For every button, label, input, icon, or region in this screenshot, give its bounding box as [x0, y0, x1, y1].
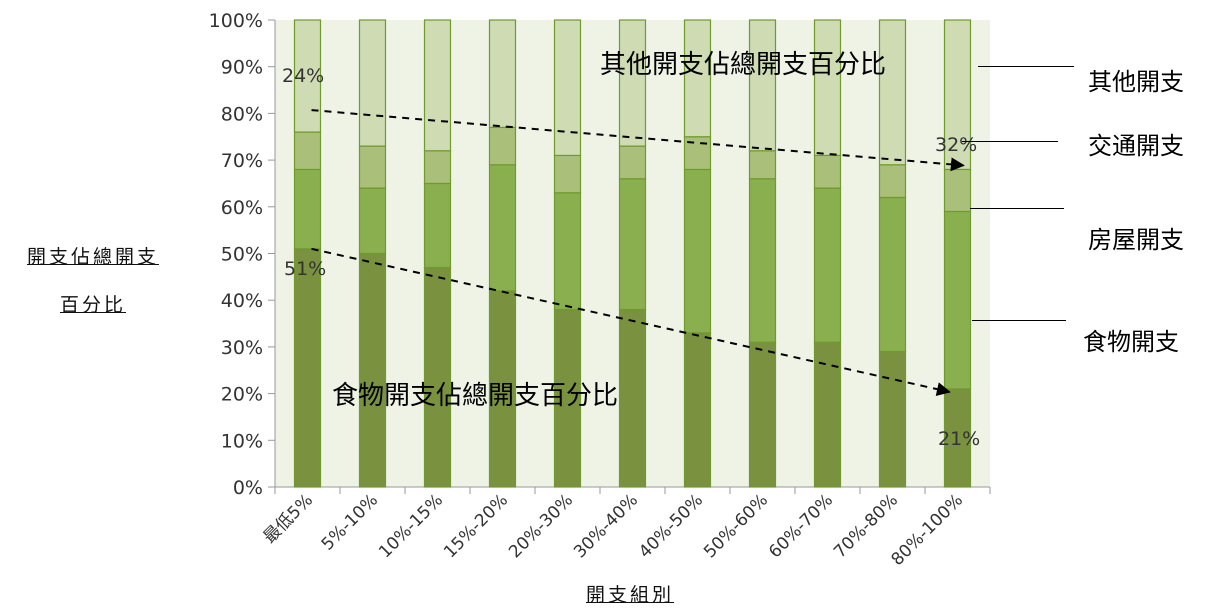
x-tick-label: 50%-60% — [700, 490, 772, 562]
food-end-label: 21% — [938, 428, 981, 450]
x-tick-label: 20%-30% — [505, 490, 577, 562]
x-tick-label: 5%-10% — [318, 490, 382, 554]
y-tick-label: 100% — [209, 10, 263, 32]
bar-segment — [683, 168, 712, 334]
y-tick-label: 30% — [221, 337, 263, 359]
bar-segment — [293, 168, 322, 250]
bar-segment — [943, 19, 972, 171]
bar-segment — [423, 150, 452, 185]
bar-segment — [423, 182, 452, 269]
y-tick-label: 0% — [233, 477, 263, 499]
legend-line-food — [972, 320, 1066, 321]
bar-segment — [618, 308, 647, 488]
x-tick-label: 10%-15% — [375, 490, 447, 562]
bar-segment — [488, 164, 517, 292]
bar-segment — [813, 19, 842, 157]
y-tick-label: 20% — [221, 384, 263, 406]
other-start-label: 24% — [282, 65, 325, 87]
y-tick-label: 90% — [221, 57, 263, 79]
bar-segment — [748, 19, 777, 152]
bar-segment — [488, 126, 517, 166]
bar-segment — [748, 150, 777, 180]
bar-segment — [553, 192, 582, 311]
bar-segment — [748, 341, 777, 488]
legend-food: 食物開支 — [1083, 328, 1179, 356]
other-expense-annotation: 其他開支佔總開支百分比 — [600, 50, 887, 80]
bar-segment — [683, 332, 712, 488]
bar-segment — [618, 178, 647, 311]
bar-segment — [748, 178, 777, 343]
legend-housing: 房屋開支 — [1088, 226, 1184, 254]
bar-segment — [813, 187, 842, 343]
bar-segment — [358, 145, 387, 189]
y-axis-label-line2: 百分比 — [59, 294, 126, 316]
bar-segment — [943, 210, 972, 390]
x-tick-label: 30%-40% — [570, 490, 642, 562]
bar-segment — [423, 19, 452, 152]
other-trend-arrow — [311, 109, 965, 172]
food-expense-annotation: 食物開支佔總開支百分比 — [332, 381, 619, 411]
x-axis-label: 開支組別 — [585, 584, 674, 606]
bar-segment — [488, 290, 517, 488]
bar-segment — [293, 131, 322, 171]
bar-segment — [878, 19, 907, 166]
bar-segment — [618, 145, 647, 180]
food-start-label: 51% — [284, 258, 327, 280]
bar-segment — [358, 187, 387, 255]
bar-segment — [488, 19, 517, 129]
legend-transport: 交通開支 — [1088, 132, 1184, 160]
bar-segment — [553, 154, 582, 194]
bar-segment — [553, 19, 582, 157]
bar-segment — [943, 388, 972, 488]
bar-segment — [683, 19, 712, 138]
x-tick-label: 15%-20% — [440, 490, 512, 562]
legend-other: 其他開支 — [1088, 68, 1184, 96]
y-tick-label: 40% — [221, 290, 263, 312]
bar-segment — [813, 154, 842, 189]
legend-line-transport — [962, 141, 1058, 142]
y-axis-label-line1: 開支佔總開支 — [26, 246, 159, 268]
bar-segment — [293, 248, 322, 488]
y-tick-label: 70% — [221, 150, 263, 172]
bar-segment — [943, 168, 972, 213]
y-tick-label: 10% — [221, 430, 263, 452]
x-tick-label: 60%-70% — [765, 490, 837, 562]
bar-segment — [878, 350, 907, 488]
bar-segment — [878, 196, 907, 353]
y-tick-label: 50% — [221, 244, 263, 266]
bar-segment — [358, 252, 387, 488]
bar-segment — [293, 19, 322, 133]
legend-line-housing — [970, 208, 1064, 209]
food-trend-arrow — [311, 247, 951, 397]
bar-segment — [813, 341, 842, 488]
x-tick-label: 40%-50% — [635, 490, 707, 562]
other-end-label: 32% — [935, 134, 978, 156]
bar-segment — [878, 164, 907, 199]
legend-line-other — [978, 66, 1074, 67]
bar-segment — [618, 19, 647, 147]
bar-segment — [423, 266, 452, 488]
y-tick-label: 80% — [221, 103, 263, 125]
x-tick-label: 最低5% — [260, 490, 317, 547]
y-tick-label: 60% — [221, 197, 263, 219]
bar-segment — [358, 19, 387, 147]
